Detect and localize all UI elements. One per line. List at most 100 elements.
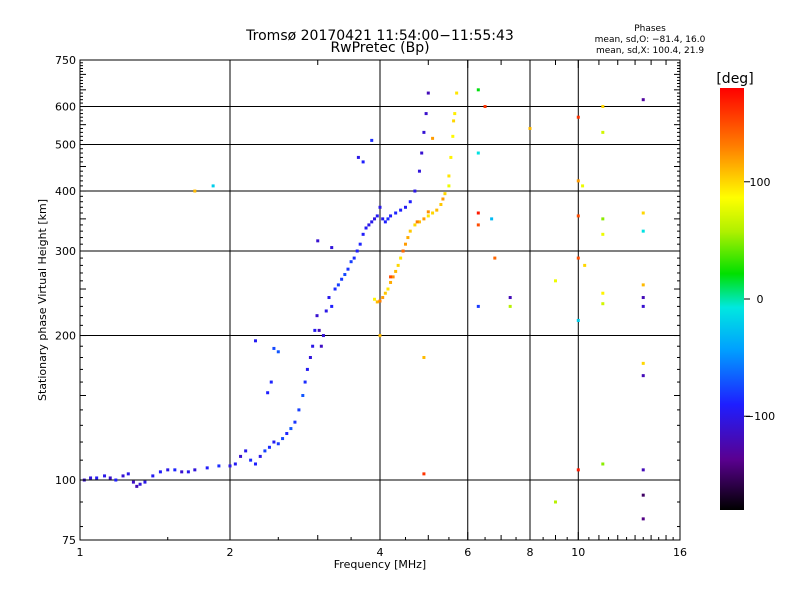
- o-mode-trace-point: [281, 437, 285, 441]
- scattered-echoes-point: [641, 374, 645, 378]
- o-mode-trace-point: [367, 223, 371, 227]
- x-mode-trace-point: [396, 263, 400, 267]
- x-mode-trace-point: [401, 249, 405, 253]
- scattered-echoes-point: [476, 211, 480, 215]
- colorbar-ticks: 100 0 −100: [744, 176, 775, 423]
- o-mode-trace-point: [108, 476, 112, 480]
- x-mode-trace-point: [426, 210, 430, 214]
- o-mode-trace-point: [193, 468, 197, 472]
- o-mode-trace-point: [383, 220, 387, 224]
- o-mode-trace-point: [370, 138, 374, 142]
- scattered-echoes-point: [476, 88, 480, 92]
- y-tick-label: 75: [62, 534, 76, 547]
- o-mode-trace-point: [267, 445, 271, 449]
- o-mode-trace-point: [378, 205, 382, 209]
- o-mode-trace-point: [424, 112, 428, 116]
- o-mode-trace-point: [403, 205, 407, 209]
- o-mode-trace-point: [417, 169, 421, 173]
- o-mode-trace-point: [135, 484, 139, 488]
- scattered-echoes-point: [581, 184, 585, 188]
- x-mode-trace-point: [413, 223, 417, 227]
- x-mode-trace-point: [441, 197, 445, 201]
- o-mode-trace-point: [386, 217, 390, 221]
- scattered-echoes-point: [211, 184, 215, 188]
- x-mode-trace-point: [408, 229, 412, 233]
- o-mode-trace-point: [308, 355, 312, 359]
- o-mode-trace-point: [126, 472, 130, 476]
- phase-info-o: mean, sd,O: −81.4, 16.0: [595, 35, 706, 45]
- x-mode-trace-point: [449, 155, 453, 159]
- phase-info-x: mean, sd,X: 100.4, 21.9: [596, 46, 704, 56]
- o-mode-trace-point: [143, 480, 147, 484]
- x-mode-trace-point: [426, 214, 430, 218]
- scattered-echoes-point: [378, 334, 382, 338]
- scattered-echoes-point: [476, 223, 480, 227]
- x-mode-trace-point: [373, 297, 377, 301]
- x-tick-label: 8: [527, 546, 534, 559]
- x-mode-trace-point: [417, 220, 421, 224]
- scattered-echoes-point: [641, 517, 645, 521]
- o-mode-trace-point: [239, 454, 243, 458]
- scattered-echoes-point: [641, 468, 645, 472]
- x-mode-trace-point: [435, 208, 439, 212]
- x-mode-trace-point: [399, 256, 403, 260]
- x-mode-trace-point: [453, 112, 457, 116]
- o-mode-trace-point: [370, 220, 374, 224]
- o-mode-trace-point: [103, 474, 107, 478]
- scattered-echoes-point: [641, 296, 645, 300]
- o-mode-trace-point: [205, 466, 209, 470]
- scattered-echoes-point: [583, 263, 587, 267]
- o-mode-trace-point: [121, 474, 125, 478]
- o-mode-trace-point: [253, 462, 257, 466]
- x-axis: 1 2 4 6 8 10 16: [77, 60, 687, 559]
- o-mode-trace-point: [180, 470, 184, 474]
- o-mode-trace-point: [375, 214, 379, 218]
- x-tick-label: 1: [77, 546, 84, 559]
- scattered-echoes-point: [641, 211, 645, 215]
- o-mode-trace-point: [321, 334, 325, 338]
- y-axis: 75 100 200 300 400 500 600 750: [55, 54, 680, 547]
- o-mode-trace-point: [217, 464, 221, 468]
- o-mode-trace-point: [316, 239, 320, 243]
- x-mode-trace-point: [451, 134, 455, 138]
- o-mode-trace-point: [131, 480, 135, 484]
- o-mode-trace-point: [293, 420, 297, 424]
- o-mode-trace-point: [333, 287, 337, 291]
- x-mode-trace-point: [378, 299, 382, 303]
- x-mode-trace-point: [455, 91, 459, 95]
- o-mode-trace-point: [358, 242, 362, 246]
- o-mode-trace-point: [313, 328, 317, 332]
- colorbar-tick-label: 0: [757, 293, 764, 306]
- x-mode-trace-point: [394, 269, 398, 273]
- o-mode-trace-point: [349, 260, 353, 264]
- scattered-echoes-point: [476, 151, 480, 155]
- o-mode-trace-point: [343, 273, 347, 277]
- scattered-echoes-point: [528, 126, 532, 130]
- x-axis-label: Frequency [MHz]: [334, 558, 426, 571]
- phase-info-title: Phases: [634, 24, 666, 34]
- colorbar-tick-label: −100: [745, 410, 775, 423]
- o-mode-trace-point: [413, 189, 417, 193]
- o-mode-trace-point: [151, 474, 155, 478]
- colorbar-tick-label: 100: [750, 176, 771, 189]
- grid-lines: [80, 60, 680, 540]
- x-mode-trace-point: [389, 275, 393, 279]
- colorbar-label: [deg]: [716, 71, 753, 87]
- o-mode-trace-point: [315, 314, 319, 318]
- scattered-echoes-point: [601, 462, 605, 466]
- o-mode-trace-point: [361, 160, 365, 164]
- o-mode-trace-point: [244, 449, 248, 453]
- x-tick-label: 16: [673, 546, 687, 559]
- o-mode-trace-point: [399, 208, 403, 212]
- o-mode-trace-point: [233, 462, 237, 466]
- o-mode-trace-point: [324, 309, 328, 313]
- x-tick-label: 10: [571, 546, 585, 559]
- x-mode-trace-point: [439, 202, 443, 206]
- o-mode-trace-point: [138, 482, 142, 486]
- y-tick-label: 200: [55, 330, 76, 343]
- scattered-echoes-point: [553, 279, 557, 283]
- o-mode-trace-point: [276, 350, 280, 354]
- o-mode-trace-point: [305, 367, 309, 371]
- y-tick-label: 100: [55, 474, 76, 487]
